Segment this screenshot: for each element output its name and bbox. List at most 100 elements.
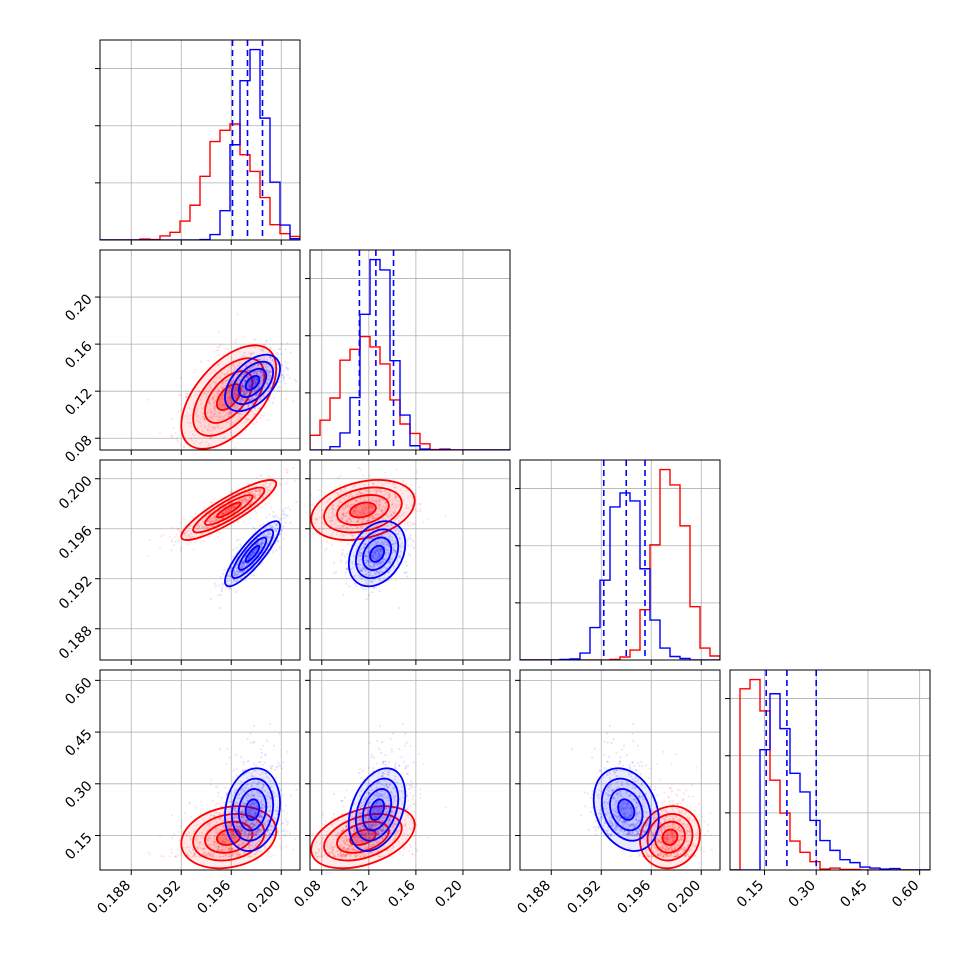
sample-point (209, 410, 212, 413)
panel-2-2 (515, 459, 721, 665)
sample-point (170, 836, 173, 839)
sample-point (255, 387, 258, 390)
sample-point (198, 525, 201, 528)
sample-point (221, 371, 224, 374)
sample-point (266, 369, 269, 372)
sample-point (180, 546, 183, 549)
sample-point (213, 412, 216, 415)
sample-point (200, 403, 203, 406)
sample-point (248, 385, 251, 388)
sample-point (259, 371, 262, 374)
sample-point (303, 519, 305, 521)
sample-point (243, 351, 246, 354)
sample-point (256, 373, 259, 376)
sample-point (262, 542, 265, 545)
sample-point (213, 401, 216, 404)
sample-point (240, 385, 243, 388)
sample-point (190, 535, 193, 538)
sample-point (267, 378, 270, 381)
sample-point (253, 413, 256, 416)
sample-point (216, 523, 219, 526)
sample-point (243, 380, 246, 383)
sample-point (188, 456, 190, 458)
sample-point (209, 516, 212, 519)
sample-point (262, 363, 265, 366)
sample-point (208, 518, 211, 521)
sample-point (237, 538, 240, 541)
sample-point (238, 378, 241, 381)
sample-point (407, 544, 410, 547)
sample-point (192, 371, 195, 374)
sample-point (233, 368, 236, 371)
sample-point (212, 396, 215, 399)
sample-point (243, 563, 246, 566)
sample-point (189, 414, 192, 417)
sample-point (253, 377, 256, 380)
sample-point (278, 518, 281, 521)
sample-point (284, 382, 287, 385)
sample-point (240, 385, 243, 388)
sample-point (220, 590, 223, 593)
sample-point (253, 380, 256, 383)
sample-point (211, 800, 214, 803)
sample-point (264, 492, 267, 495)
sample-point (222, 384, 225, 387)
sample-point (409, 534, 412, 537)
sample-point (244, 498, 247, 501)
sample-point (254, 381, 257, 384)
sample-point (341, 548, 344, 551)
sample-point (239, 412, 242, 415)
sample-point (175, 437, 178, 440)
sample-point (242, 499, 245, 502)
sample-point (401, 480, 404, 483)
sample-point (195, 532, 198, 535)
sample-point (269, 370, 272, 373)
sample-point (253, 371, 256, 374)
sample-point (202, 417, 205, 420)
sample-point (217, 389, 220, 392)
sample-point (215, 518, 218, 521)
sample-point (232, 405, 235, 408)
sample-point (410, 544, 413, 547)
sample-point (180, 851, 183, 854)
sample-point (203, 417, 206, 420)
sample-point (210, 518, 213, 521)
sample-point (254, 490, 257, 493)
sample-point (254, 370, 257, 373)
sample-point (415, 477, 418, 480)
sample-point (282, 377, 285, 380)
sample-point (211, 398, 214, 401)
sample-point (360, 586, 363, 589)
sample-point (206, 455, 208, 457)
sample-point (266, 366, 269, 369)
sample-point (239, 417, 242, 420)
sample-point (180, 521, 183, 524)
sample-point (285, 367, 288, 370)
sample-point (189, 524, 192, 527)
sample-point (283, 375, 286, 378)
sample-point (212, 426, 215, 429)
sample-point (248, 495, 251, 498)
sample-point (202, 539, 205, 542)
sample-point (260, 543, 263, 546)
sample-point (247, 382, 250, 385)
y-tick-label: 0.196 (56, 523, 96, 563)
sample-point (339, 475, 342, 478)
sample-point (177, 464, 179, 466)
sample-point (184, 435, 187, 438)
sample-point (205, 441, 208, 444)
sample-point (260, 357, 263, 360)
sample-point (225, 413, 228, 416)
sample-point (304, 512, 306, 514)
sample-point (177, 410, 180, 413)
sample-point (255, 377, 258, 380)
sample-point (238, 398, 241, 401)
sample-point (255, 420, 258, 423)
sample-point (279, 348, 282, 351)
sample-point (406, 521, 409, 524)
sample-point (278, 385, 281, 388)
sample-point (280, 529, 283, 532)
sample-point (322, 539, 325, 542)
sample-point (241, 397, 244, 400)
sample-point (267, 475, 270, 478)
